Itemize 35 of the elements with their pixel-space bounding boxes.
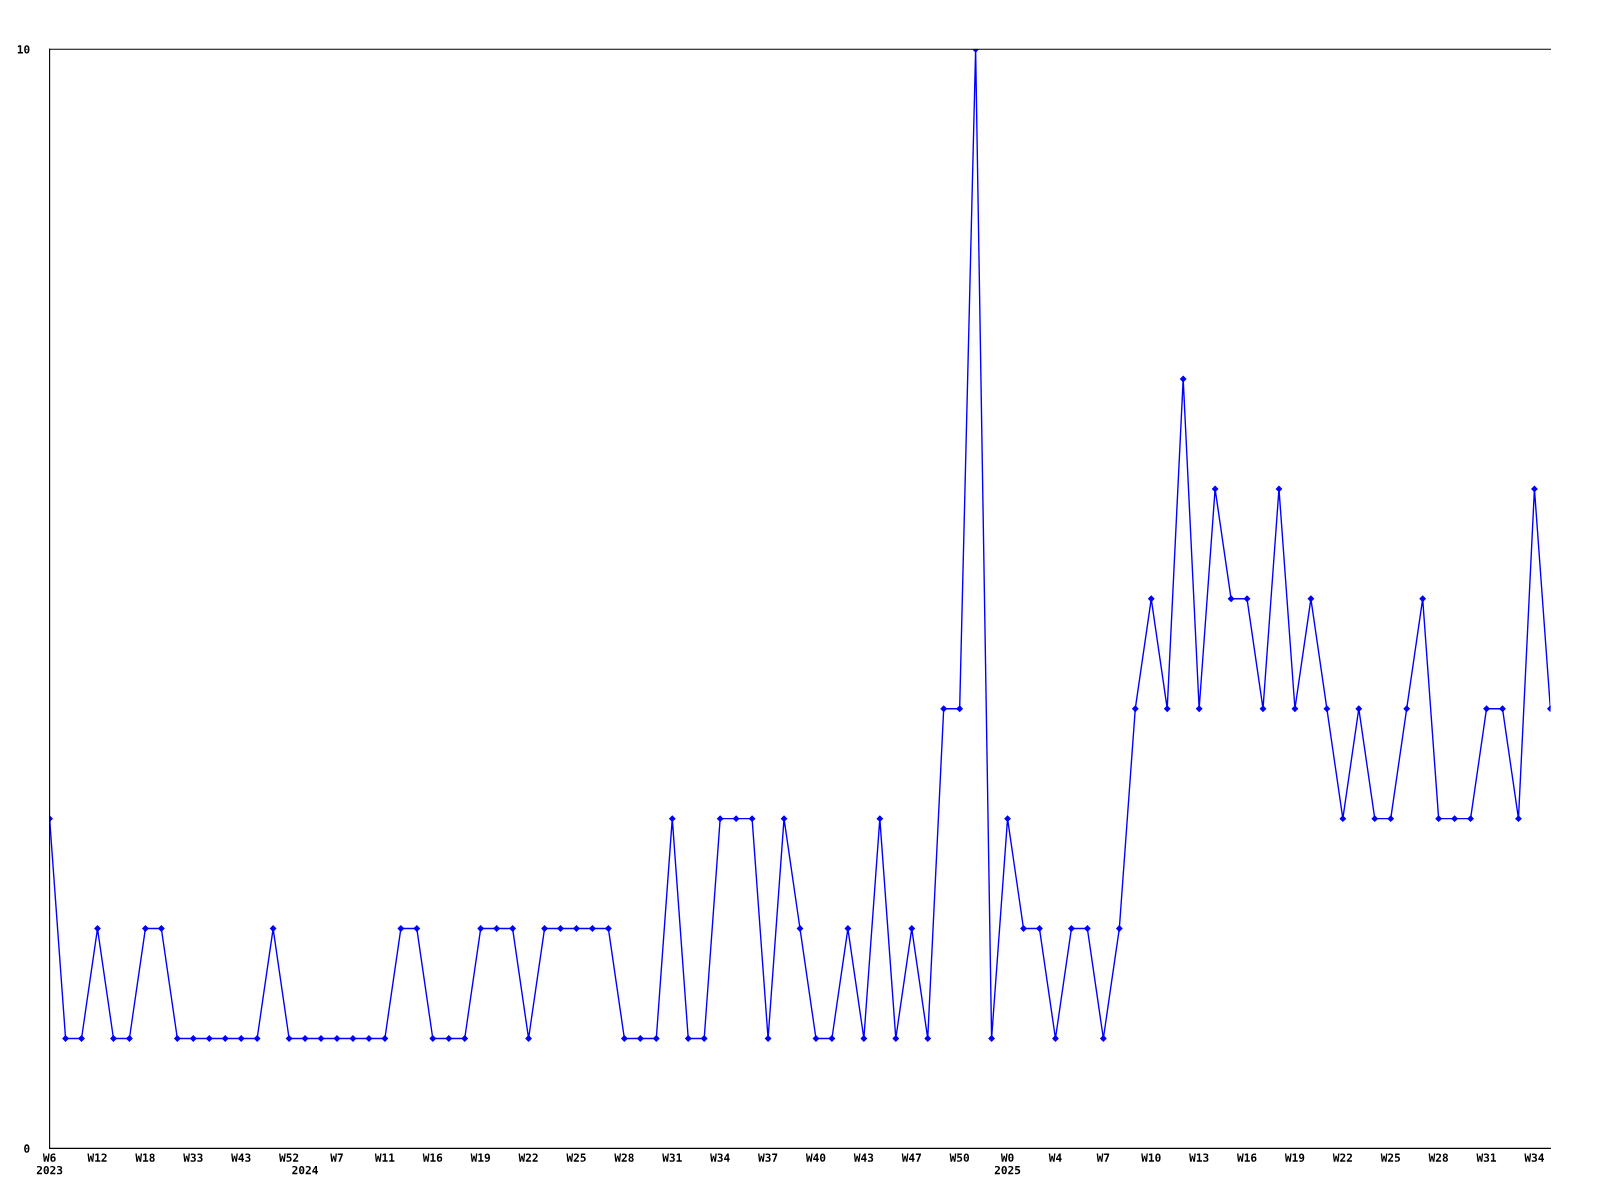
x-tick-label: W12: [87, 1153, 107, 1162]
x-tick-label: W10: [1141, 1153, 1161, 1162]
x-tick-label: W25: [566, 1153, 586, 1162]
x-tick-label: W34: [710, 1153, 730, 1162]
x-tick-label: W43: [853, 1153, 874, 1162]
x-tick-label: W47: [901, 1153, 921, 1162]
x-tick-label: W11: [374, 1153, 395, 1162]
x-tick-label: W18: [135, 1153, 155, 1162]
x-tick-label: W16: [1237, 1153, 1257, 1162]
x-tick-label: W34: [1524, 1153, 1544, 1162]
x-tick-label: W40: [805, 1153, 826, 1162]
x-tick-label: W7: [1096, 1153, 1110, 1162]
x-tick-label: W22: [1332, 1153, 1352, 1162]
x-tick-label: W28: [1428, 1153, 1448, 1162]
x-tick-label: W19: [1284, 1153, 1305, 1162]
x-tick-label: W50: [949, 1153, 970, 1162]
x-tick-label: W0 2025: [994, 1153, 1021, 1175]
x-tick-label: W52: [279, 1153, 299, 1162]
x-tick-label: W33: [183, 1153, 203, 1162]
x-tick-label: W31: [662, 1153, 682, 1162]
x-tick-label: W43: [231, 1153, 251, 1162]
x-tick-label: W31: [1476, 1153, 1497, 1162]
x-tick-label: W19: [470, 1153, 491, 1162]
x-tick-label: W4: [1048, 1153, 1062, 1162]
x-tick-label: W6 2023: [36, 1153, 63, 1175]
y-tick-label: 0: [24, 1144, 30, 1153]
x-tick-label: W7: [330, 1153, 343, 1162]
x-tick-label: W28: [614, 1153, 634, 1162]
x-tick-label: W25: [1380, 1153, 1401, 1162]
x-tick-label: W13: [1189, 1153, 1209, 1162]
x-tick-label: 2024: [292, 1165, 318, 1175]
x-tick-label: W37: [758, 1153, 778, 1162]
x-tick-label: W16: [422, 1153, 443, 1162]
x-tick-label: W22: [518, 1153, 538, 1162]
y-tick-label: 10: [17, 45, 30, 54]
